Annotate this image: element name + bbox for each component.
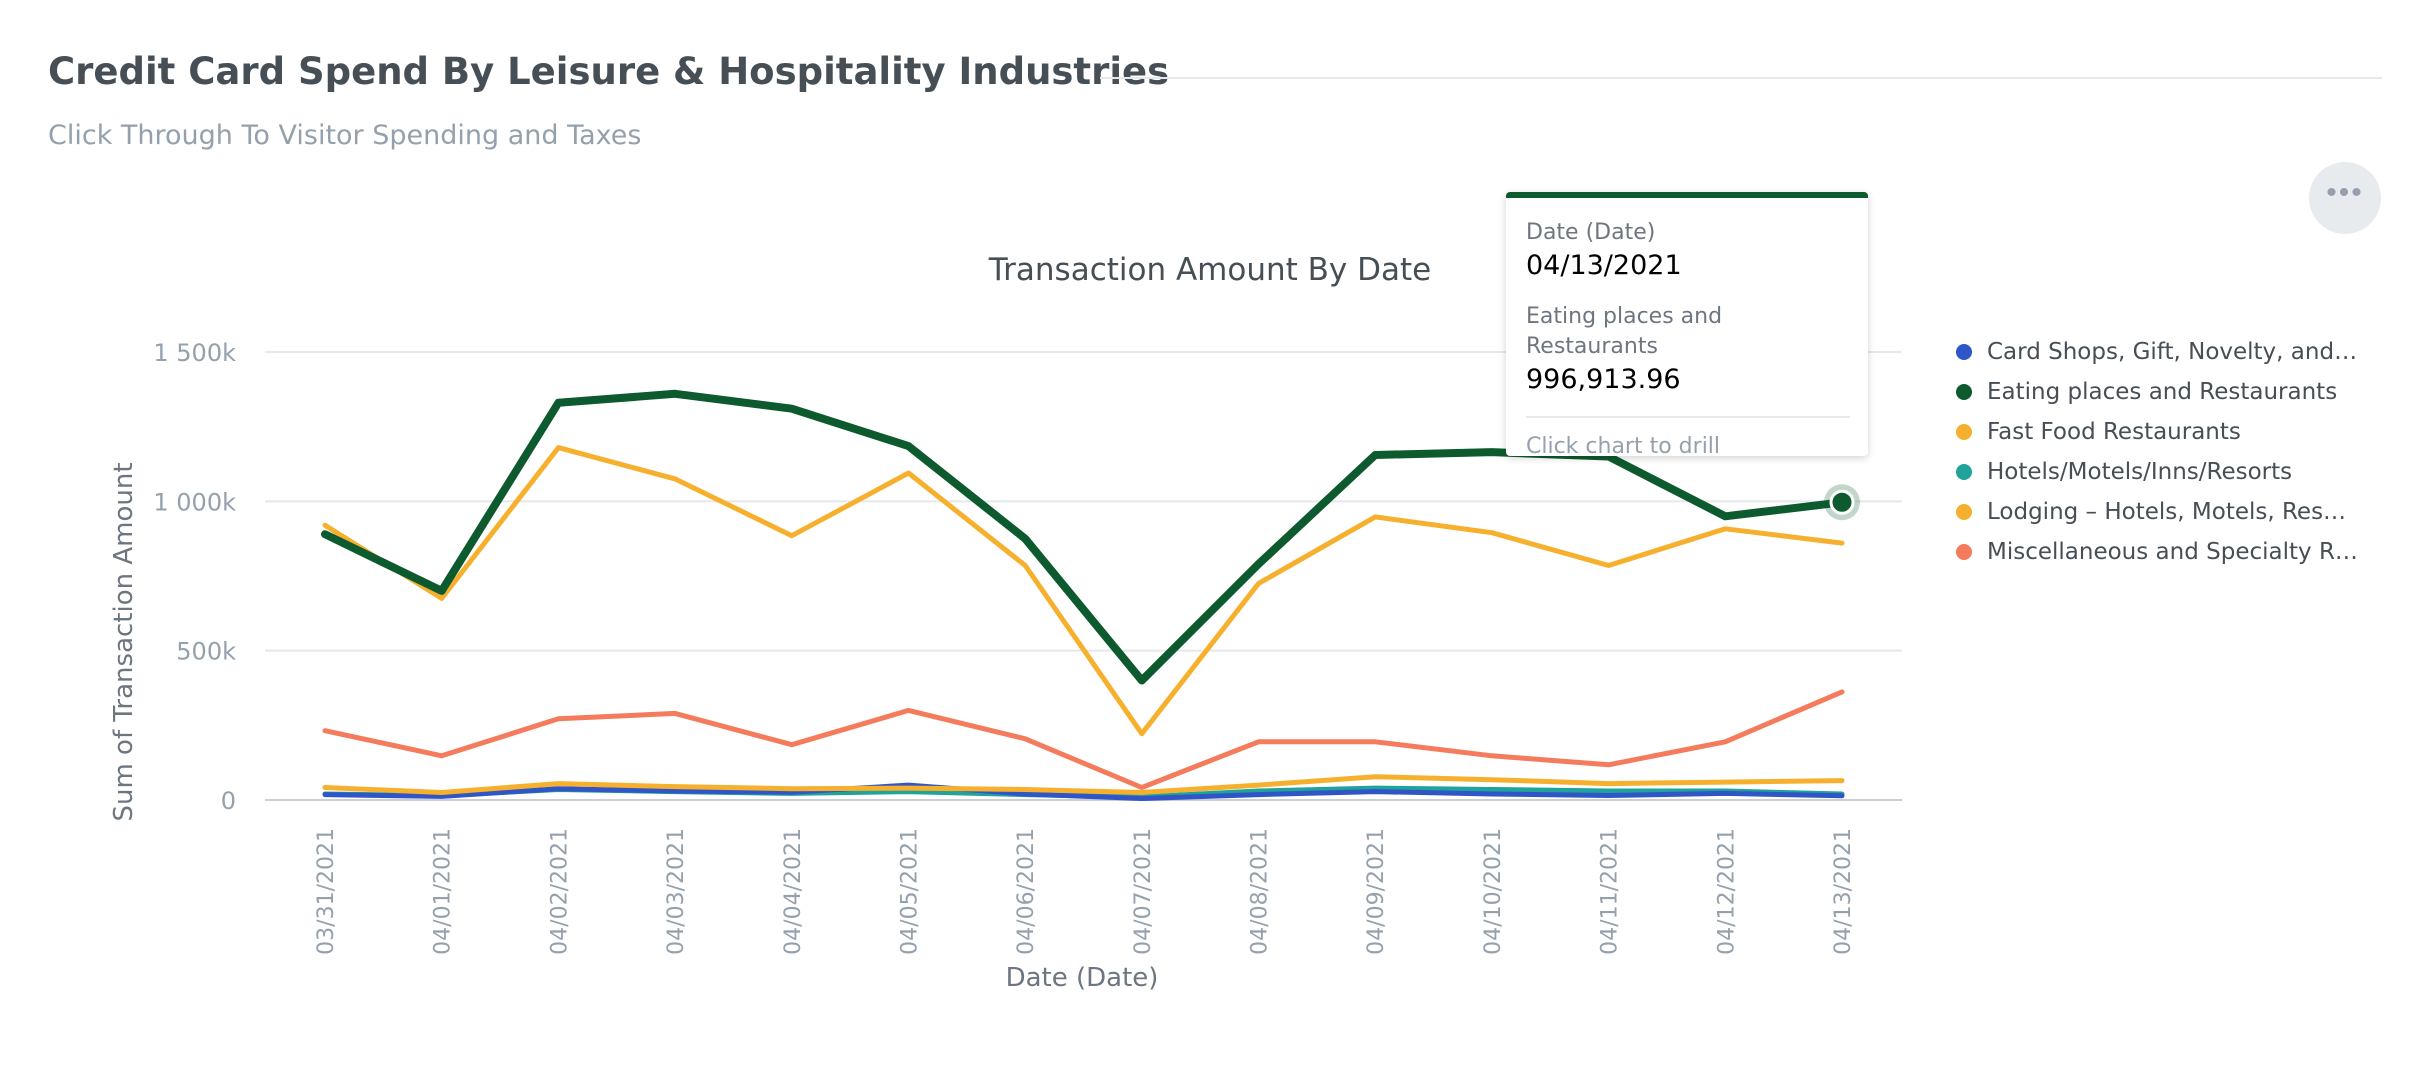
widget-subtitle[interactable]: Click Through To Visitor Spending and Ta… [48, 120, 642, 151]
more-horizontal-icon: ••• [2326, 176, 2364, 209]
x-tick-label: 04/07/2021 [1131, 828, 1156, 955]
x-tick-label: 04/03/2021 [664, 828, 689, 955]
title-divider [1100, 77, 2382, 79]
series-line[interactable] [322, 445, 1845, 737]
y-tick-label: 1 000k [153, 488, 236, 516]
x-tick-label: 04/09/2021 [1364, 828, 1389, 955]
x-tick-label: 04/10/2021 [1481, 828, 1506, 955]
tooltip-series-label: Eating places and Restaurants [1526, 304, 1723, 359]
legend-label: Lodging – Hotels, Motels, Res… [1987, 499, 2347, 525]
legend-item[interactable]: Eating places and Restaurants [1956, 372, 2396, 412]
x-tick-label: 04/13/2021 [1831, 828, 1856, 955]
legend-item[interactable]: Fast Food Restaurants [1956, 412, 2396, 452]
y-tick-label: 1 500k [153, 339, 236, 367]
chart-legend: Card Shops, Gift, Novelty, and… Eating pl… [1956, 332, 2396, 572]
x-tick-label: 04/12/2021 [1714, 828, 1739, 955]
x-tick-label: 04/06/2021 [1014, 828, 1039, 955]
tooltip-drill-hint: Click chart to drill [1526, 434, 1721, 459]
x-tick-label: 04/08/2021 [1248, 828, 1273, 955]
series-line[interactable] [322, 774, 1845, 795]
x-tick-label: 04/04/2021 [781, 828, 806, 955]
y-axis-title: Sum of Transaction Amount [109, 462, 139, 821]
legend-label: Hotels/Motels/Inns/Resorts [1987, 459, 2293, 485]
legend-label: Fast Food Restaurants [1987, 419, 2241, 445]
chart-tooltip: Date (Date) 04/13/2021 Eating places and… [1506, 192, 1868, 459]
legend-item[interactable]: Card Shops, Gift, Novelty, and… [1956, 332, 2396, 372]
legend-marker [1956, 504, 1972, 520]
tooltip-divider [1526, 416, 1850, 418]
axes: 0 500k 1 000k 1 500k 03/31/2021 04/01/2021 04/… [153, 339, 1856, 955]
legend-label: Eating places and Restaurants [1987, 379, 2338, 405]
legend-item[interactable]: Miscellaneous and Specialty R… [1956, 532, 2396, 572]
x-tick-label: 04/02/2021 [547, 828, 572, 955]
x-tick-label: 04/11/2021 [1598, 828, 1623, 955]
legend-marker [1956, 544, 1972, 560]
widget-title: Credit Card Spend By Leisure & Hospitali… [48, 50, 1170, 93]
legend-marker [1956, 344, 1972, 360]
series-line[interactable] [322, 782, 1845, 801]
legend-label: Miscellaneous and Specialty R… [1987, 539, 2358, 565]
legend-item[interactable]: Hotels/Motels/Inns/Resorts [1956, 452, 2396, 492]
tooltip-date-value: 04/13/2021 [1526, 250, 1682, 281]
legend-label: Card Shops, Gift, Novelty, and… [1987, 339, 2358, 365]
legend-marker [1956, 424, 1972, 440]
x-tick-label: 04/05/2021 [897, 828, 922, 955]
tooltip-date-label: Date (Date) [1526, 220, 1656, 245]
x-tick-label: 03/31/2021 [314, 828, 339, 955]
highlight-markers [1824, 484, 1860, 521]
highlight-point[interactable] [1829, 489, 1855, 515]
y-tick-label: 500k [176, 638, 236, 666]
legend-item[interactable]: Lodging – Hotels, Motels, Res… [1956, 492, 2396, 532]
x-axis-title: Date (Date) [1006, 963, 1159, 993]
legend-marker [1956, 464, 1972, 480]
legend-marker [1956, 384, 1972, 400]
y-tick-label: 0 [221, 787, 236, 815]
widget-options-button[interactable]: ••• [2309, 162, 2381, 234]
tooltip-series-value: 996,913.96 [1526, 364, 1681, 395]
series-line[interactable] [322, 689, 1845, 790]
chart-title: Transaction Amount By Date [988, 252, 1431, 288]
x-tick-label: 04/01/2021 [431, 828, 456, 955]
